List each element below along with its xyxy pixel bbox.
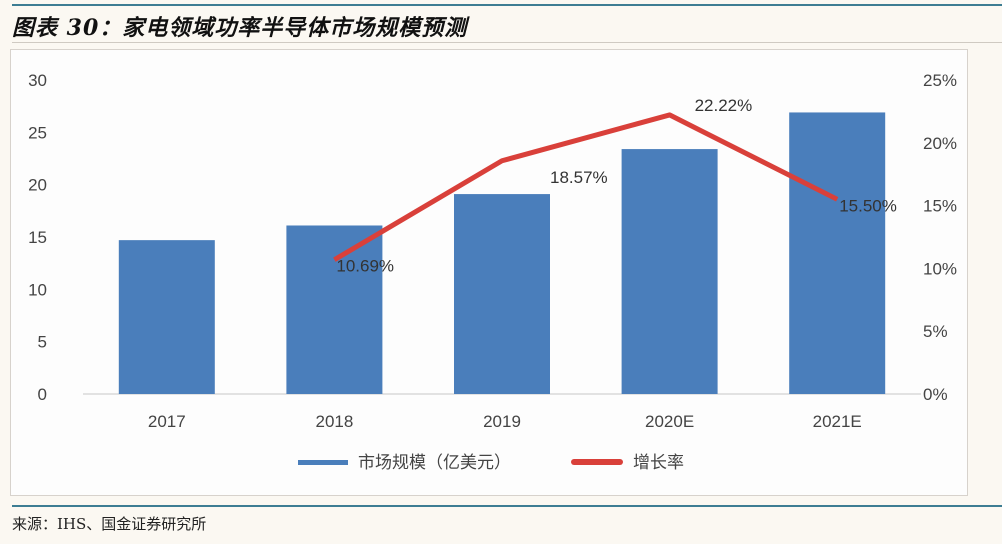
x-tick-label: 2021E	[813, 412, 862, 431]
x-tick-label: 2017	[148, 412, 186, 431]
source-note: 来源：IHS、国金证券研究所	[12, 515, 207, 533]
y-tick-label: 30	[28, 71, 47, 90]
legend: 市场规模（亿美元） 增长率	[298, 453, 684, 473]
bar-2019	[454, 194, 550, 394]
y2-tick-label: 15%	[923, 197, 957, 216]
growth-label: 22.22%	[695, 96, 753, 115]
y-tick-label: 15	[28, 228, 47, 247]
bar-2020E	[621, 149, 718, 394]
bar-2017	[118, 240, 215, 394]
y-tick-label: 5	[38, 333, 47, 352]
y-tick-label: 0	[38, 385, 47, 404]
y2-tick-label: 5%	[923, 322, 948, 341]
y-tick-label: 25	[28, 123, 47, 142]
legend-bar-label: 市场规模（亿美元）	[358, 453, 511, 473]
y2-tick-label: 0%	[923, 385, 948, 404]
growth-label: 10.69%	[336, 257, 394, 276]
bar-2018	[286, 225, 383, 394]
bar-2021E	[789, 112, 886, 395]
y-tick-label: 20	[28, 176, 47, 195]
top-rule	[12, 4, 1002, 6]
figure-title: 图表 30：家电领域功率半导体市场规模预测	[12, 15, 468, 41]
chart-panel: 0 5 10 15 20 25 30 0% 5% 10% 15% 20% 25% 2017 2018 20…	[10, 49, 968, 496]
x-tick-label: 2019	[483, 412, 521, 431]
bar-series	[118, 112, 886, 395]
growth-label: 18.57%	[550, 168, 608, 187]
y2-tick-label: 10%	[923, 259, 957, 278]
growth-label: 15.50%	[839, 196, 897, 215]
growth-rate-line	[333, 112, 839, 262]
y2-tick-label: 20%	[923, 134, 957, 153]
y-tick-label: 10	[28, 280, 47, 299]
title-divider	[12, 42, 1002, 43]
growth-rate-labels: 10.69% 18.57% 22.22% 15.50%	[336, 96, 896, 276]
legend-line-label: 增长率	[633, 453, 684, 473]
y2-tick-label: 25%	[923, 71, 957, 90]
legend-bar-swatch	[298, 460, 348, 465]
y-axis-right: 0% 5% 10% 15% 20% 25%	[923, 71, 957, 404]
legend-line-swatch	[571, 459, 623, 465]
y-axis-left: 0 5 10 15 20 25 30	[28, 71, 47, 404]
bottom-rule	[12, 505, 1002, 507]
x-tick-label: 2018	[315, 412, 353, 431]
x-axis-labels: 2017 2018 2019 2020E 2021E	[148, 412, 862, 431]
x-tick-label: 2020E	[645, 412, 694, 431]
